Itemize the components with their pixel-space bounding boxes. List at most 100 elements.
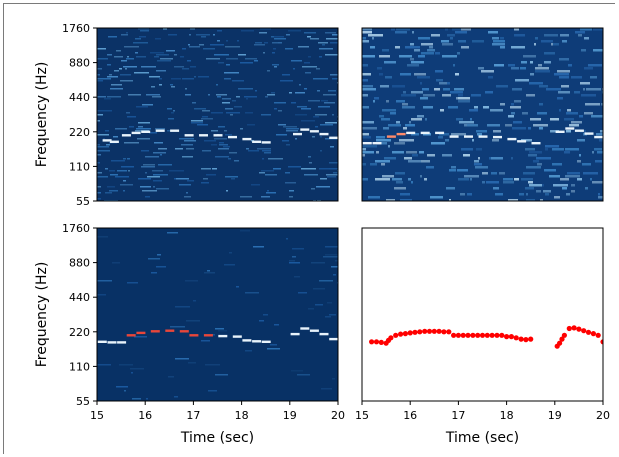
spectrogram-cell	[540, 199, 543, 201]
spectrogram-cell	[539, 127, 543, 130]
x-tick-label: 15	[355, 409, 369, 422]
spectrogram-cell	[584, 67, 593, 70]
spectrogram-cell	[320, 136, 322, 138]
spectrogram-cell	[562, 187, 567, 190]
spectrogram-cell	[181, 144, 193, 146]
spectrogram-cell	[577, 178, 582, 181]
spectrogram-cell	[291, 102, 296, 104]
spectrogram-cell	[412, 154, 418, 157]
spectrogram-cell	[97, 162, 100, 164]
spectrogram-cell	[467, 193, 472, 196]
spectrogram-cell	[450, 91, 463, 94]
spectrogram-cell	[331, 266, 338, 268]
spectrogram-cell	[362, 73, 371, 76]
spectrogram-cell	[123, 158, 126, 160]
spectrogram-cell	[207, 270, 210, 272]
spectrogram-cell	[174, 66, 184, 68]
spectrogram-cell	[421, 160, 430, 163]
spectrogram-cell	[308, 308, 314, 310]
spectrogram-cell	[450, 37, 453, 40]
spectrogram-cell	[362, 79, 368, 82]
spectrogram-cell	[274, 102, 286, 104]
spectrogram-cell	[436, 79, 443, 82]
spectrogram-cell	[320, 124, 333, 126]
spectrogram-cell	[308, 100, 320, 102]
spectrogram-cell	[323, 256, 338, 258]
panel-top-left-yaxis: 55 110 220 440 880 1760	[62, 22, 97, 208]
scatter-point	[475, 332, 481, 338]
spectrogram-cell	[442, 94, 451, 97]
spectrogram-cell	[292, 248, 304, 250]
scatter-point	[388, 335, 394, 341]
spectrogram-cell	[478, 157, 480, 160]
spectrogram-cell	[492, 139, 499, 142]
spectrogram-cell	[203, 178, 208, 180]
spectrogram-cell	[156, 70, 166, 72]
melody-trace-segment	[107, 341, 117, 344]
spectrogram-cell	[156, 188, 169, 190]
melody-trace-segment	[293, 132, 302, 136]
spectrogram-cell	[396, 181, 403, 184]
spectrogram-cell	[312, 136, 315, 138]
spectrogram-cell	[419, 151, 424, 154]
spectrogram-cell	[332, 378, 335, 380]
spectrogram-cell	[577, 160, 581, 163]
spectrogram-cell	[362, 136, 371, 139]
spectrogram-cell	[192, 102, 196, 104]
spectrogram-cell	[237, 40, 239, 42]
spectrogram-cell	[375, 178, 390, 181]
spectrogram-cell	[271, 92, 275, 94]
spectrogram-cell	[97, 78, 111, 80]
melody-trace-segment	[584, 132, 594, 135]
spectrogram-cell	[381, 118, 390, 121]
spectrogram-cell	[514, 34, 525, 37]
spectrogram-cell	[154, 142, 163, 144]
spectrogram-cell	[414, 73, 426, 76]
spectrogram-cell	[217, 96, 221, 98]
spectrogram-cell	[529, 151, 542, 154]
spectrogram-cell	[477, 133, 482, 136]
spectrogram-cell	[224, 130, 227, 132]
spectrogram-cell	[191, 120, 203, 122]
spectrogram-cell	[550, 130, 559, 133]
spectrogram-cell	[186, 192, 188, 194]
spectrogram-cell	[141, 66, 156, 68]
spectrogram-cell	[289, 196, 293, 198]
spectrogram-cell	[411, 181, 413, 184]
spectrogram-cell	[171, 86, 175, 88]
melody-trace-segment	[252, 140, 262, 143]
spectrogram-cell	[271, 36, 274, 38]
spectrogram-cell	[125, 68, 127, 70]
spectrogram-cell	[154, 56, 159, 58]
spectrogram-cell	[247, 124, 255, 126]
spectrogram-cell	[396, 121, 400, 124]
melody-trace-segment	[109, 140, 119, 143]
spectrogram-cell	[318, 42, 328, 44]
spectrogram-cell	[326, 38, 338, 40]
spectrogram-cell	[132, 398, 141, 400]
spectrogram-cell	[528, 127, 531, 130]
spectrogram-cell	[158, 148, 167, 150]
spectrogram-cell	[537, 163, 542, 166]
spectrogram-cell	[431, 142, 445, 145]
spectrogram-cell	[593, 49, 603, 52]
spectrogram-cell	[124, 46, 139, 48]
spectrogram-cell	[105, 192, 112, 194]
spectrogram-cell	[193, 300, 196, 302]
spectrogram-cell	[488, 76, 493, 79]
spectrogram-cell	[97, 150, 110, 152]
spectrogram-cell	[551, 43, 553, 46]
spectrogram-cell	[564, 118, 574, 121]
spectrogram-cell	[228, 158, 231, 160]
spectrogram-cell	[486, 181, 499, 184]
melody-trace-segment	[131, 131, 141, 135]
melody-trace-segment	[213, 134, 223, 137]
spectrogram-cell	[503, 178, 513, 181]
spectrogram-cell	[560, 34, 569, 37]
spectrogram-cell	[213, 34, 215, 36]
spectrogram-cell	[124, 390, 126, 392]
melody-trace-segment	[102, 139, 112, 142]
spectrogram-cell	[97, 48, 106, 50]
spectrogram-cell	[362, 145, 377, 148]
scatter-point	[407, 330, 413, 336]
